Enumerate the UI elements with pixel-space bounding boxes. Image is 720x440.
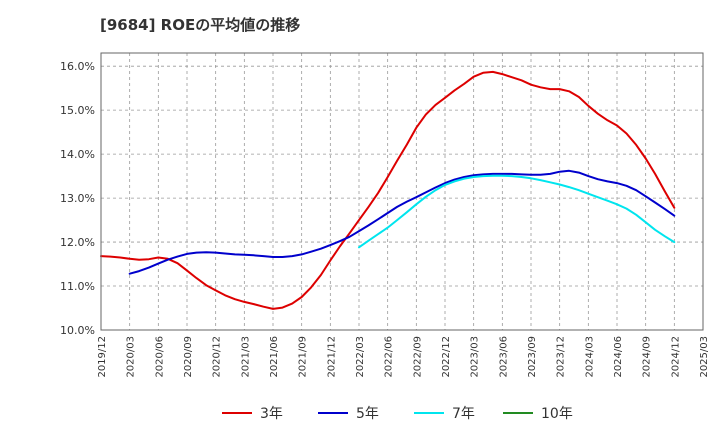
y-tick-label: 16.0% — [60, 60, 95, 73]
series-line-5年 — [128, 169, 676, 275]
series-line-7年 — [358, 174, 676, 249]
x-tick-label: 2025/03 — [699, 336, 710, 378]
x-tick-label: 2023/09 — [527, 336, 538, 378]
chart-title: [9684] ROEの平均値の推移 — [100, 16, 301, 34]
x-tick-label: 2021/12 — [326, 336, 337, 378]
x-tick-label: 2022/06 — [384, 336, 395, 378]
y-tick-label: 15.0% — [60, 104, 95, 117]
legend-item: 10年 — [503, 406, 573, 422]
x-tick-label: 2020/03 — [126, 336, 137, 378]
legend-label: 3年 — [260, 406, 283, 422]
legend-label: 7年 — [452, 406, 475, 422]
x-tick-label: 2024/03 — [584, 336, 595, 378]
y-tick-label: 12.0% — [60, 236, 95, 249]
x-tick-label: 2020/09 — [183, 336, 194, 378]
legend-item: 7年 — [414, 406, 475, 422]
series-line-3年 — [100, 70, 676, 310]
y-tick-label: 11.0% — [60, 280, 95, 293]
y-tick-label: 10.0% — [60, 324, 95, 337]
y-tick-label: 13.0% — [60, 192, 95, 205]
x-tick-label: 2021/09 — [298, 336, 309, 378]
legend-item: 5年 — [318, 406, 379, 422]
x-tick-label: 2020/12 — [212, 336, 223, 378]
legend-item: 3年 — [222, 406, 283, 422]
x-tick-label: 2023/06 — [498, 336, 509, 378]
x-tick-label: 2019/12 — [97, 336, 108, 378]
x-tick-label: 2022/12 — [441, 336, 452, 378]
legend-label: 5年 — [356, 406, 379, 422]
x-tick-label: 2023/03 — [470, 336, 481, 378]
legend-label: 10年 — [541, 406, 573, 422]
plot-area — [101, 53, 703, 330]
x-tick-label: 2021/06 — [269, 336, 280, 378]
x-tick-label: 2022/09 — [412, 336, 423, 378]
x-tick-label: 2021/03 — [240, 336, 251, 378]
x-tick-label: 2022/03 — [355, 336, 366, 378]
x-tick-label: 2024/06 — [613, 336, 624, 378]
x-tick-label: 2023/12 — [556, 336, 567, 378]
y-tick-label: 14.0% — [60, 148, 95, 161]
x-tick-label: 2024/12 — [670, 336, 681, 378]
x-tick-label: 2020/06 — [154, 336, 165, 378]
plot-frame — [100, 52, 704, 331]
x-tick-label: 2024/09 — [642, 336, 653, 378]
